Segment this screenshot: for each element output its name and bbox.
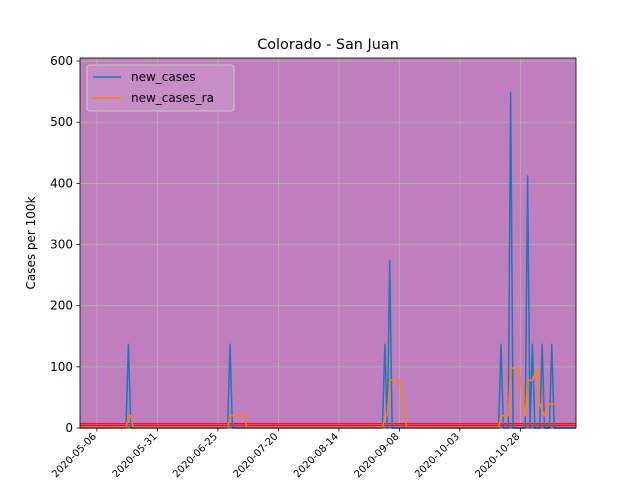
x-tick-label: 2020-05-31	[111, 431, 160, 480]
threshold-lines	[80, 423, 576, 427]
x-tick-label: 2020-05-06	[50, 431, 99, 480]
legend: new_cases new_cases_ra	[86, 64, 235, 112]
y-axis: 0 100 200 300 400 500 600	[50, 54, 80, 435]
legend-label-new-cases: new_cases	[131, 70, 196, 84]
x-axis: 2020-05-06 2020-05-31 2020-06-25 2020-07-20…	[50, 428, 522, 480]
y-tick-label: 500	[50, 115, 73, 129]
x-tick-label: 2020-08-14	[292, 431, 341, 480]
legend-box	[86, 64, 235, 112]
y-tick-label: 300	[50, 238, 73, 252]
chart-title: Colorado - San Juan	[257, 37, 399, 53]
plot-frame	[79, 57, 577, 429]
y-axis-label: Cases per 100k	[24, 196, 38, 289]
plot-background	[80, 58, 576, 428]
y-tick-label: 100	[50, 360, 73, 374]
x-tick-label: 2020-06-25	[171, 431, 220, 480]
x-tick-label: 2020-10-03	[413, 431, 462, 480]
x-tick-label: 2020-10-28	[474, 431, 523, 480]
y-tick-label: 400	[50, 176, 73, 190]
legend-label-new-cases-ra: new_cases_ra	[131, 91, 214, 105]
x-tick-label: 2020-07-20	[232, 431, 281, 480]
y-tick-label: 600	[50, 54, 73, 68]
y-tick-label: 0	[65, 421, 73, 435]
y-tick-label: 200	[50, 299, 73, 313]
x-tick-label: 2020-09-08	[353, 431, 402, 480]
